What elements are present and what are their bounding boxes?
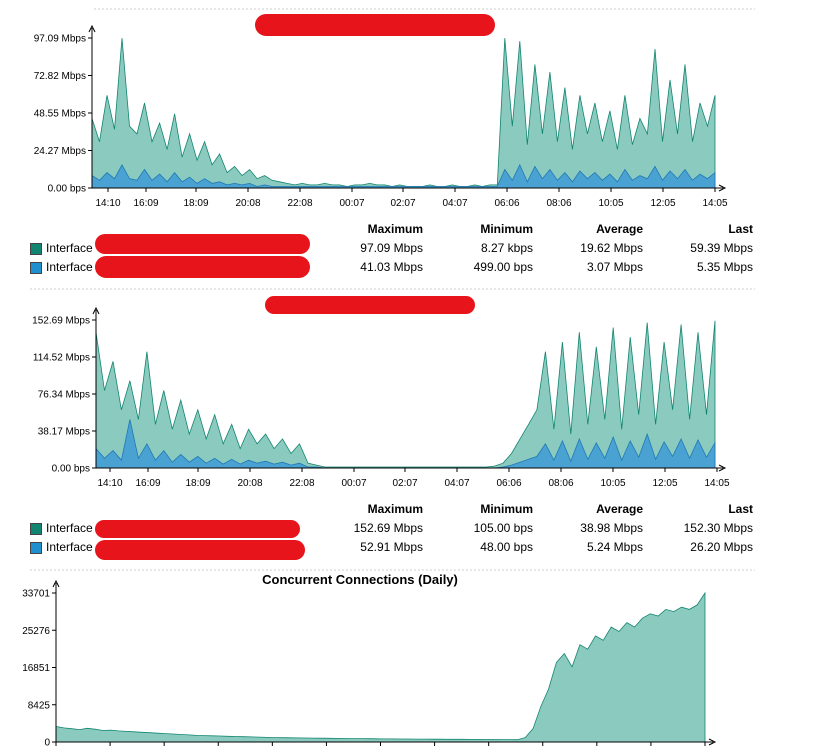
value-last: 59.39 Mbps: [690, 241, 753, 255]
legend-row-series2[interactable]: Interface 52.91 Mbps 48.00 bps 5.24 Mbps…: [30, 540, 760, 559]
header-average: Average: [596, 222, 643, 236]
x-tick-label: 22:08: [289, 478, 314, 489]
header-minimum: Minimum: [480, 222, 533, 236]
header-minimum: Minimum: [480, 502, 533, 516]
series-2-area: [91, 163, 716, 189]
redaction-mark: [95, 540, 305, 560]
value-average: 19.62 Mbps: [580, 241, 643, 255]
x-tick-label: 02:07: [392, 478, 417, 489]
x-tick-label: 22:08: [287, 198, 312, 209]
series-name: Interface: [46, 241, 93, 255]
y-tick-label: 72.82 Mbps: [34, 71, 86, 82]
x-tick-label: 10:05: [598, 198, 623, 209]
y-tick-label: 0.00 bps: [52, 464, 90, 475]
x-tick-label: 14:05: [702, 198, 727, 209]
header-maximum: Maximum: [367, 502, 423, 516]
redaction-mark: [95, 256, 310, 278]
redaction-mark: [95, 520, 300, 538]
y-tick-label: 152.69 Mbps: [32, 316, 90, 327]
legend-row-series1[interactable]: Interface 152.69 Mbps 105.00 bps 38.98 M…: [30, 521, 760, 540]
series-1-area: [55, 591, 706, 743]
series-1-area: [95, 320, 716, 469]
series1-swatch: [30, 243, 42, 255]
legend-table-2: Maximum Minimum Average Last Interface 1…: [30, 502, 760, 559]
x-tick-label: 18:09: [185, 478, 210, 489]
redaction-mark: [95, 234, 310, 254]
redaction-mark: [265, 296, 475, 314]
series-name: Interface: [46, 260, 93, 274]
y-tick-label: 0.00 bps: [48, 184, 86, 195]
x-tick-label: 14:05: [704, 478, 729, 489]
x-tick-label: 18:09: [183, 198, 208, 209]
x-tick-label: 00:07: [339, 198, 364, 209]
legend-header: Maximum Minimum Average Last: [30, 502, 760, 521]
value-last: 5.35 Mbps: [696, 260, 753, 274]
y-tick-label: 114.52 Mbps: [33, 353, 90, 364]
x-tick-label: 12:05: [652, 478, 677, 489]
header-last: Last: [728, 222, 753, 236]
x-axis-arrow: [708, 738, 717, 746]
value-maximum: 152.69 Mbps: [353, 521, 423, 535]
value-maximum: 41.03 Mbps: [360, 260, 423, 274]
y-tick-label: 25276: [22, 626, 50, 637]
x-tick-label: 00:07: [341, 478, 366, 489]
y-tick-label: 8425: [28, 700, 51, 711]
y-axis-arrow: [92, 306, 100, 315]
x-tick-label: 10:05: [600, 478, 625, 489]
x-axis-arrow: [718, 464, 727, 472]
y-tick-label: 38.17 Mbps: [38, 427, 90, 438]
x-tick-label: 14:10: [95, 198, 120, 209]
value-average: 3.07 Mbps: [586, 260, 643, 274]
value-average: 38.98 Mbps: [580, 521, 643, 535]
value-minimum: 105.00 bps: [473, 521, 533, 535]
x-tick-label: 16:09: [135, 478, 160, 489]
header-last: Last: [728, 502, 753, 516]
x-tick-label: 20:08: [237, 478, 262, 489]
value-minimum: 48.00 bps: [480, 540, 533, 554]
series-1-area: [91, 38, 716, 189]
series-name: Interface: [46, 540, 93, 554]
x-tick-label: 16:09: [133, 198, 158, 209]
series1-swatch: [30, 523, 42, 535]
legend-table-1: Maximum Minimum Average Last Interface 9…: [30, 222, 760, 279]
value-last: 26.20 Mbps: [690, 540, 753, 554]
y-tick-label: 48.55 Mbps: [34, 109, 86, 120]
value-last: 152.30 Mbps: [683, 521, 753, 535]
x-tick-label: 06:06: [494, 198, 519, 209]
x-tick-label: 08:06: [546, 198, 571, 209]
header-average: Average: [596, 502, 643, 516]
redaction-mark: [255, 14, 495, 36]
x-tick-label: 02:07: [390, 198, 415, 209]
series2-swatch: [30, 542, 42, 554]
x-tick-label: 04:07: [442, 198, 467, 209]
y-tick-label: 24.27 Mbps: [34, 146, 86, 157]
series2-swatch: [30, 262, 42, 274]
y-tick-label: 16851: [22, 663, 50, 674]
header-maximum: Maximum: [367, 222, 423, 236]
legend-row-series1[interactable]: Interface 97.09 Mbps 8.27 kbps 19.62 Mbp…: [30, 241, 760, 260]
y-tick-label: 33701: [22, 589, 50, 600]
y-tick-label: 76.34 Mbps: [38, 390, 90, 401]
y-tick-label: 97.09 Mbps: [34, 34, 86, 45]
legend-row-series2[interactable]: Interface 41.03 Mbps 499.00 bps 3.07 Mbp…: [30, 260, 760, 279]
x-tick-label: 12:05: [650, 198, 675, 209]
y-axis-arrow: [52, 579, 60, 588]
series-name: Interface: [46, 521, 93, 535]
x-tick-label: 08:06: [548, 478, 573, 489]
y-axis-arrow: [88, 24, 96, 33]
x-tick-label: 06:06: [496, 478, 521, 489]
value-average: 5.24 Mbps: [586, 540, 643, 554]
value-minimum: 8.27 kbps: [480, 241, 533, 255]
x-tick-label: 04:07: [444, 478, 469, 489]
value-maximum: 97.09 Mbps: [360, 241, 423, 255]
x-tick-label: 20:08: [235, 198, 260, 209]
x-axis-arrow: [718, 184, 727, 192]
y-tick-label: 0: [44, 738, 50, 749]
value-minimum: 499.00 bps: [473, 260, 533, 274]
value-maximum: 52.91 Mbps: [360, 540, 423, 554]
legend-header: Maximum Minimum Average Last: [30, 222, 760, 241]
chart-title: Concurrent Connections (Daily): [262, 572, 458, 587]
x-tick-label: 14:10: [97, 478, 122, 489]
